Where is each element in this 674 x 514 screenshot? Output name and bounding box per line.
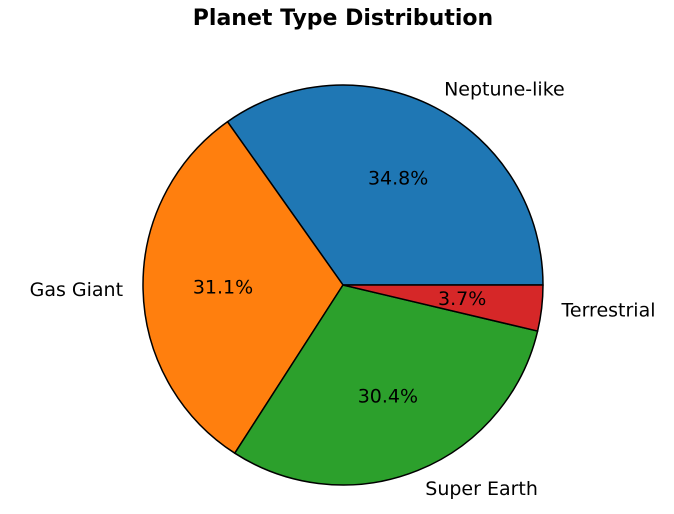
pct-label-gas-giant: 31.1% xyxy=(193,277,253,299)
chart-title: Planet Type Distribution xyxy=(193,6,493,31)
slice-label-neptune-like: Neptune-like xyxy=(444,79,565,101)
slice-label-super-earth: Super Earth xyxy=(425,478,538,500)
wedge-super-earth xyxy=(234,284,539,486)
wedge-neptune-like xyxy=(226,84,544,286)
wedge-gas-giant xyxy=(142,120,344,454)
slice-label-terrestrial: Terrestrial xyxy=(561,300,656,322)
pie-wedges xyxy=(142,84,544,486)
slice-label-gas-giant: Gas Giant xyxy=(30,279,123,301)
wedge-terrestrial xyxy=(342,284,544,332)
pct-label-terrestrial: 3.7% xyxy=(438,288,486,310)
pct-label-neptune-like: 34.8% xyxy=(368,167,428,189)
pie-labels: 34.8% Neptune-like 31.1% Gas Giant 30.4% Supe… xyxy=(30,79,656,500)
pct-label-super-earth: 30.4% xyxy=(358,385,418,407)
